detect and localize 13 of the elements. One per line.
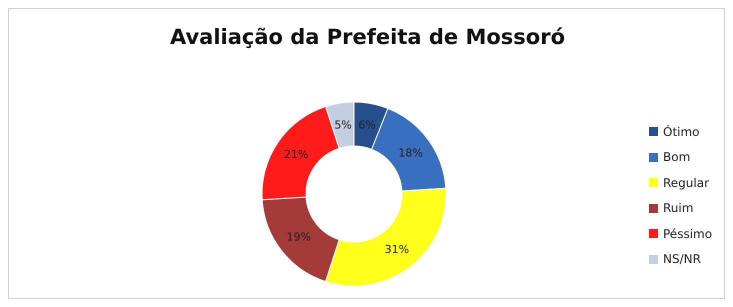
- legend-label: Regular: [663, 176, 710, 190]
- legend-label: Bom: [663, 150, 690, 164]
- legend-label: Ruim: [663, 201, 694, 216]
- legend-label: NS/NR: [663, 252, 701, 266]
- data-label: 6%: [358, 118, 376, 132]
- data-label: 18%: [398, 146, 423, 160]
- data-label: 31%: [384, 242, 410, 256]
- data-label: 19%: [286, 230, 311, 244]
- legend-label: Péssimo: [663, 226, 712, 241]
- data-label: 5%: [334, 118, 352, 132]
- legend-label: Ótimo: [663, 124, 700, 139]
- data-label: 21%: [284, 148, 308, 162]
- chart-title: Avaliação da Prefeita de Mossoró: [168, 25, 566, 49]
